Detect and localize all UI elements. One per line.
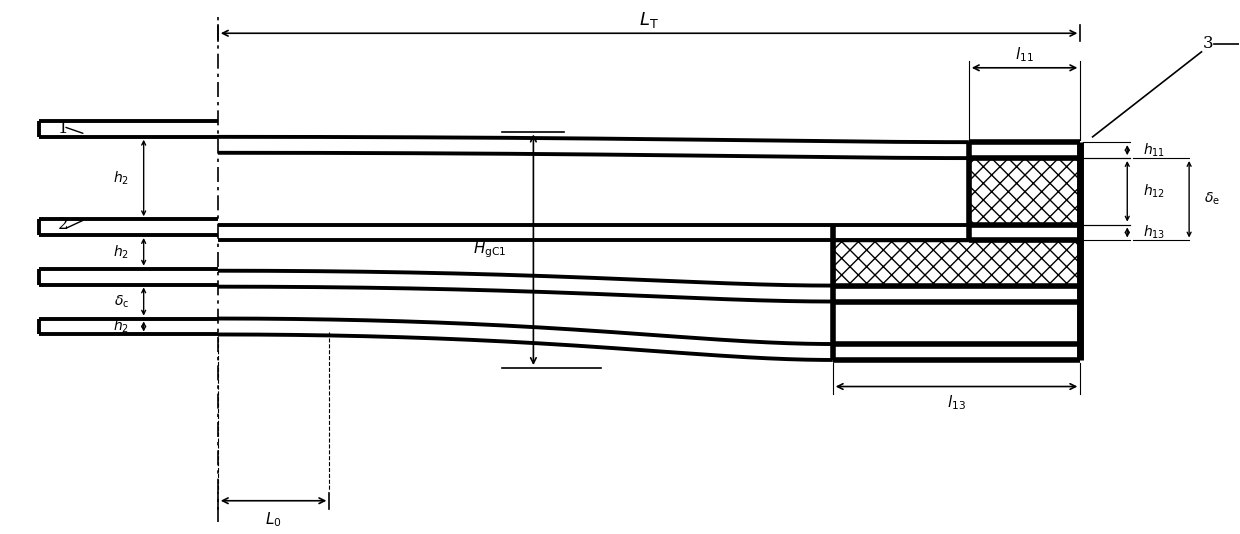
Text: $\delta_{\rm e}$: $\delta_{\rm e}$ [1204,191,1220,208]
Text: $h_2$: $h_2$ [113,243,129,261]
Text: $h_2$: $h_2$ [113,169,129,187]
Text: $h_{13}$: $h_{13}$ [1143,224,1166,241]
Text: 2: 2 [58,216,68,233]
Text: 3: 3 [1203,35,1213,52]
Text: $L_{\rm T}$: $L_{\rm T}$ [639,10,658,30]
Bar [968,158,1080,224]
Text: $l_{13}$: $l_{13}$ [947,393,966,412]
Bar [833,240,1080,286]
Text: $L_0$: $L_0$ [265,510,281,529]
Text: $h_{12}$: $h_{12}$ [1143,183,1166,200]
Text: $h_2$: $h_2$ [113,318,129,335]
Text: 1: 1 [58,120,68,137]
Text: $\delta_{\rm c}$: $\delta_{\rm c}$ [114,293,129,310]
Text: $H_{\rm gC1}$: $H_{\rm gC1}$ [472,239,506,260]
Text: $h_{11}$: $h_{11}$ [1143,142,1166,159]
Text: $l_{11}$: $l_{11}$ [1016,45,1034,64]
